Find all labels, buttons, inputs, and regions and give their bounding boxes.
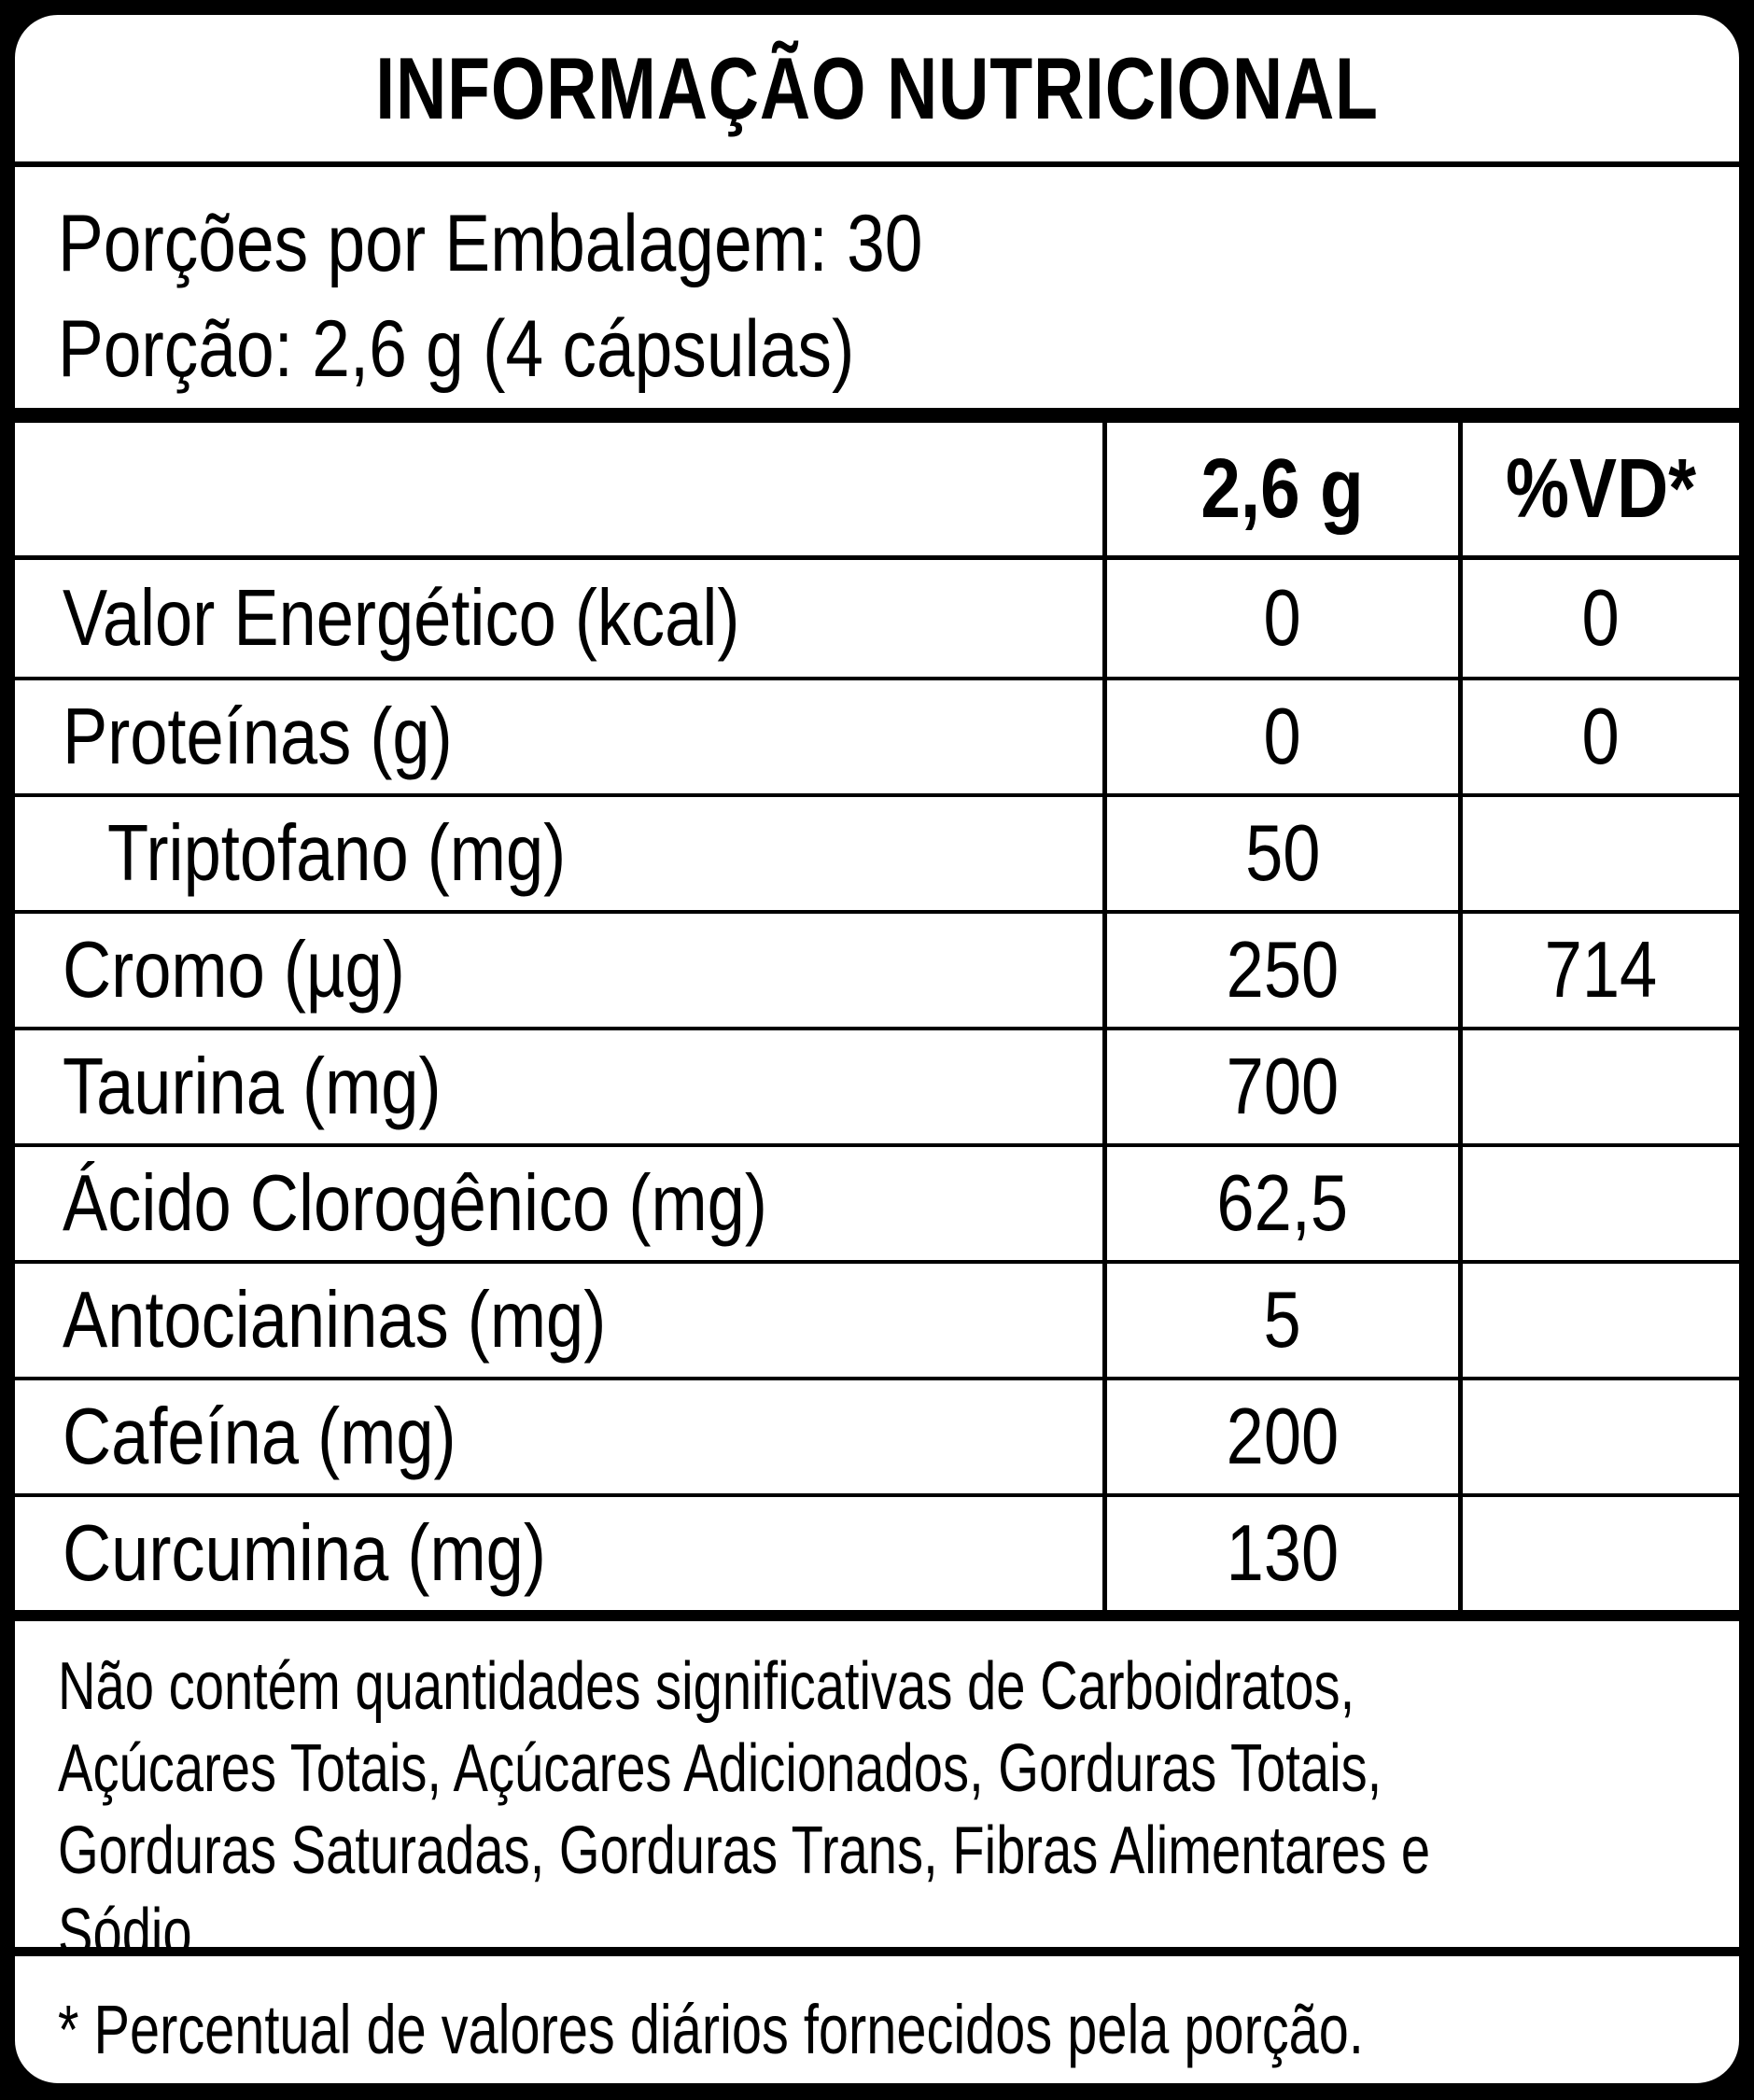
nutrient-amount-cell: 250 bbox=[1102, 914, 1458, 1027]
nutrient-name: Taurina (mg) bbox=[63, 1042, 442, 1131]
nutrient-name: Cafeína (mg) bbox=[63, 1392, 456, 1481]
page-title-text: INFORMAÇÃO NUTRICIONAL bbox=[375, 38, 1379, 137]
nutrient-amount: 5 bbox=[1263, 1275, 1302, 1365]
nutrient-amount-cell: 62,5 bbox=[1102, 1147, 1458, 1260]
nutrient-amount-cell: 5 bbox=[1102, 1264, 1458, 1377]
table-row: Triptofano (mg) 50 bbox=[15, 793, 1739, 910]
nutrient-name-cell: Curcumina (mg) bbox=[15, 1497, 1102, 1610]
header-amount-cell: 2,6 g bbox=[1102, 423, 1458, 555]
label-header: INFORMAÇÃO NUTRICIONAL bbox=[15, 15, 1739, 167]
nutrient-dv-cell bbox=[1458, 1030, 1739, 1143]
servings-per-package: Porções por Embalagem: 30 bbox=[58, 199, 923, 288]
nutrient-dv-cell: 0 bbox=[1458, 560, 1739, 677]
table-row: Proteínas (g) 0 0 bbox=[15, 677, 1739, 793]
table-row: Cafeína (mg) 200 bbox=[15, 1377, 1739, 1493]
page-title: INFORMAÇÃO NUTRICIONAL bbox=[250, 38, 1504, 139]
insignificant-amounts-note: Não contém quantidades significativas de… bbox=[15, 1621, 1739, 1970]
nutrient-name: Cromo (µg) bbox=[63, 925, 405, 1015]
nutrient-amount-cell: 50 bbox=[1102, 797, 1458, 910]
nutrient-dv-cell bbox=[1458, 797, 1739, 910]
header-dv-cell: %VD* bbox=[1458, 423, 1739, 555]
nutrient-name: Proteínas (g) bbox=[63, 692, 453, 781]
nutrient-name-cell: Antocianinas (mg) bbox=[15, 1264, 1102, 1377]
nutrient-amount-cell: 0 bbox=[1102, 680, 1458, 793]
table-row: Curcumina (mg) 130 bbox=[15, 1493, 1739, 1610]
nutrient-amount: 700 bbox=[1226, 1042, 1340, 1131]
nutrient-amount: 250 bbox=[1226, 925, 1340, 1015]
nutrient-name-cell: Cafeína (mg) bbox=[15, 1380, 1102, 1493]
table-header-row: 2,6 g %VD* bbox=[15, 423, 1739, 560]
nutrient-dv-cell bbox=[1458, 1497, 1739, 1610]
nutrient-amount: 0 bbox=[1263, 573, 1302, 663]
table-row: Valor Energético (kcal) 0 0 bbox=[15, 560, 1739, 677]
nutrient-amount: 200 bbox=[1226, 1392, 1340, 1481]
nutrient-name: Triptofano (mg) bbox=[107, 808, 567, 898]
nutrient-dv-cell bbox=[1458, 1380, 1739, 1493]
note-line: Não contém quantidades significativas de… bbox=[58, 1649, 1355, 1724]
nutrient-name-cell: Ácido Clorogênico (mg) bbox=[15, 1147, 1102, 1260]
nutrient-amount-cell: 0 bbox=[1102, 560, 1458, 677]
serving-size-line: Porção: 2,6 g (4 cápsulas) bbox=[58, 297, 1739, 402]
nutrient-dv-cell: 714 bbox=[1458, 914, 1739, 1027]
thick-divider-top bbox=[15, 408, 1739, 423]
nutrient-amount: 50 bbox=[1244, 808, 1321, 898]
nutrient-name-cell: Taurina (mg) bbox=[15, 1030, 1102, 1143]
nutrient-amount-cell: 130 bbox=[1102, 1497, 1458, 1610]
nutrient-dv: 0 bbox=[1581, 692, 1621, 781]
nutrient-amount: 130 bbox=[1226, 1508, 1340, 1598]
nutrient-dv: 0 bbox=[1581, 573, 1621, 663]
nutrient-amount: 0 bbox=[1263, 692, 1302, 781]
footnote-section: * Percentual de valores diários fornecid… bbox=[15, 1956, 1739, 2083]
nutrient-name-cell: Cromo (µg) bbox=[15, 914, 1102, 1027]
table-row: Antocianinas (mg) 5 bbox=[15, 1260, 1739, 1377]
nutrient-name-cell: Valor Energético (kcal) bbox=[15, 560, 1102, 677]
nutrient-dv-cell: 0 bbox=[1458, 680, 1739, 793]
note-line: Gorduras Saturadas, Gorduras Trans, Fibr… bbox=[58, 1813, 1431, 1888]
serving-info-section: Porções por Embalagem: 30 Porção: 2,6 g … bbox=[15, 167, 1739, 408]
serving-size: Porção: 2,6 g (4 cápsulas) bbox=[58, 304, 855, 394]
nutrient-name: Curcumina (mg) bbox=[63, 1508, 546, 1598]
nutrient-name-cell: Triptofano (mg) bbox=[15, 797, 1102, 910]
nutrition-label: INFORMAÇÃO NUTRICIONAL Porções por Embal… bbox=[9, 9, 1745, 2089]
servings-per-package-line: Porções por Embalagem: 30 bbox=[58, 191, 1739, 297]
table-row: Ácido Clorogênico (mg) 62,5 bbox=[15, 1143, 1739, 1260]
nutrient-name: Valor Energético (kcal) bbox=[63, 573, 740, 663]
nutrient-name-cell: Proteínas (g) bbox=[15, 680, 1102, 793]
note-line: Sódio. bbox=[58, 1896, 207, 1970]
table-row: Taurina (mg) 700 bbox=[15, 1027, 1739, 1143]
footnote-divider bbox=[15, 1947, 1739, 1956]
nutrient-amount-cell: 700 bbox=[1102, 1030, 1458, 1143]
nutrient-name: Antocianinas (mg) bbox=[63, 1275, 607, 1365]
header-dv-label: %VD* bbox=[1505, 441, 1697, 536]
header-nutrient-cell bbox=[15, 423, 1102, 555]
header-amount-label: 2,6 g bbox=[1200, 441, 1365, 536]
note-line: Açúcares Totais, Açúcares Adicionados, G… bbox=[58, 1731, 1382, 1806]
table-row: Cromo (µg) 250 714 bbox=[15, 910, 1739, 1027]
nutrient-amount-cell: 200 bbox=[1102, 1380, 1458, 1493]
nutrient-dv: 714 bbox=[1544, 925, 1658, 1015]
nutrient-dv-cell bbox=[1458, 1264, 1739, 1377]
nutrition-table: 2,6 g %VD* Valor Energético (kcal) 0 0 P… bbox=[15, 423, 1739, 1621]
daily-value-footnote: * Percentual de valores diários fornecid… bbox=[58, 1990, 1364, 2068]
nutrient-dv-cell bbox=[1458, 1147, 1739, 1260]
nutrient-name: Ácido Clorogênico (mg) bbox=[63, 1158, 767, 1248]
nutrient-amount: 62,5 bbox=[1216, 1158, 1349, 1248]
